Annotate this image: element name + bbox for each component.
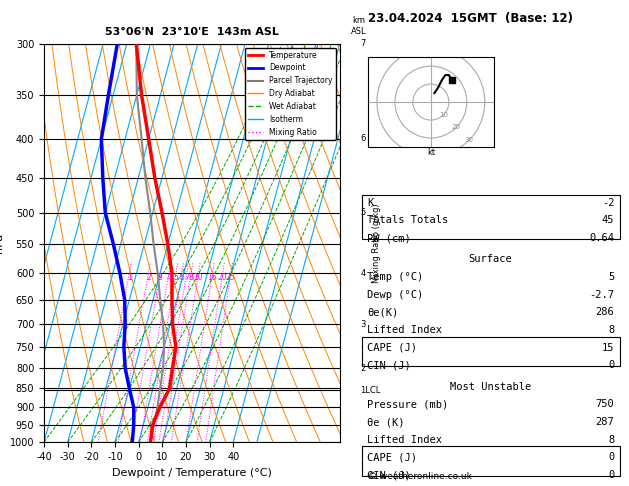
Text: 45: 45 [602,215,615,226]
X-axis label: kt: kt [427,148,435,157]
Text: 15: 15 [208,273,217,282]
Text: 1LCL: 1LCL [360,386,381,395]
Text: 10: 10 [439,112,448,118]
Text: 8: 8 [189,273,194,282]
Text: 3: 3 [158,273,163,282]
Text: 6: 6 [360,135,366,143]
Text: θe(K): θe(K) [367,307,398,317]
Text: Mixing Ratio (g/kg): Mixing Ratio (g/kg) [372,203,381,283]
Text: 20: 20 [218,273,228,282]
Text: 5: 5 [174,273,179,282]
Text: CIN (J): CIN (J) [367,470,411,480]
Text: Lifted Index: Lifted Index [367,435,442,445]
Text: -2: -2 [602,198,615,208]
Text: Surface: Surface [469,254,513,264]
Text: 8: 8 [608,435,615,445]
Text: 6: 6 [179,273,184,282]
Text: Most Unstable: Most Unstable [450,382,532,392]
Text: CIN (J): CIN (J) [367,361,411,370]
Text: PW (cm): PW (cm) [367,233,411,243]
Text: 0: 0 [608,470,615,480]
Text: K: K [367,198,373,208]
Text: 2: 2 [360,364,365,373]
Text: 8: 8 [608,325,615,335]
Text: 286: 286 [596,307,615,317]
Text: 4: 4 [360,269,365,278]
Y-axis label: hPa: hPa [0,233,4,253]
Legend: Temperature, Dewpoint, Parcel Trajectory, Dry Adiabat, Wet Adiabat, Isotherm, Mi: Temperature, Dewpoint, Parcel Trajectory… [245,48,336,139]
Text: 287: 287 [596,417,615,427]
Text: 0: 0 [608,361,615,370]
Text: CAPE (J): CAPE (J) [367,343,417,353]
Text: 750: 750 [596,399,615,409]
Text: θe (K): θe (K) [367,417,404,427]
Text: km
ASL: km ASL [351,17,366,36]
Text: 1: 1 [127,273,131,282]
Text: Totals Totals: Totals Totals [367,215,448,226]
Text: 5: 5 [360,208,365,217]
Text: CAPE (J): CAPE (J) [367,452,417,463]
Text: 4: 4 [167,273,172,282]
Text: -2.7: -2.7 [589,290,615,300]
Text: Temp (°C): Temp (°C) [367,272,423,282]
Text: 25: 25 [226,273,236,282]
Text: 10: 10 [194,273,203,282]
Text: © weatheronline.co.uk: © weatheronline.co.uk [368,472,472,481]
Text: Lifted Index: Lifted Index [367,325,442,335]
Text: 30: 30 [464,137,473,143]
Title: 53°06'N  23°10'E  143m ASL: 53°06'N 23°10'E 143m ASL [105,27,279,37]
Text: 3: 3 [360,320,366,329]
X-axis label: Dewpoint / Temperature (°C): Dewpoint / Temperature (°C) [112,468,272,478]
Text: 0: 0 [608,452,615,463]
Text: Dewp (°C): Dewp (°C) [367,290,423,300]
Text: 20: 20 [452,124,460,130]
Text: 23.04.2024  15GMT  (Base: 12): 23.04.2024 15GMT (Base: 12) [368,12,573,25]
Text: 7: 7 [184,273,189,282]
Text: 15: 15 [602,343,615,353]
Text: 7: 7 [360,39,366,48]
Text: 5: 5 [608,272,615,282]
Text: 0.64: 0.64 [589,233,615,243]
Text: Pressure (mb): Pressure (mb) [367,399,448,409]
Text: 2: 2 [146,273,151,282]
